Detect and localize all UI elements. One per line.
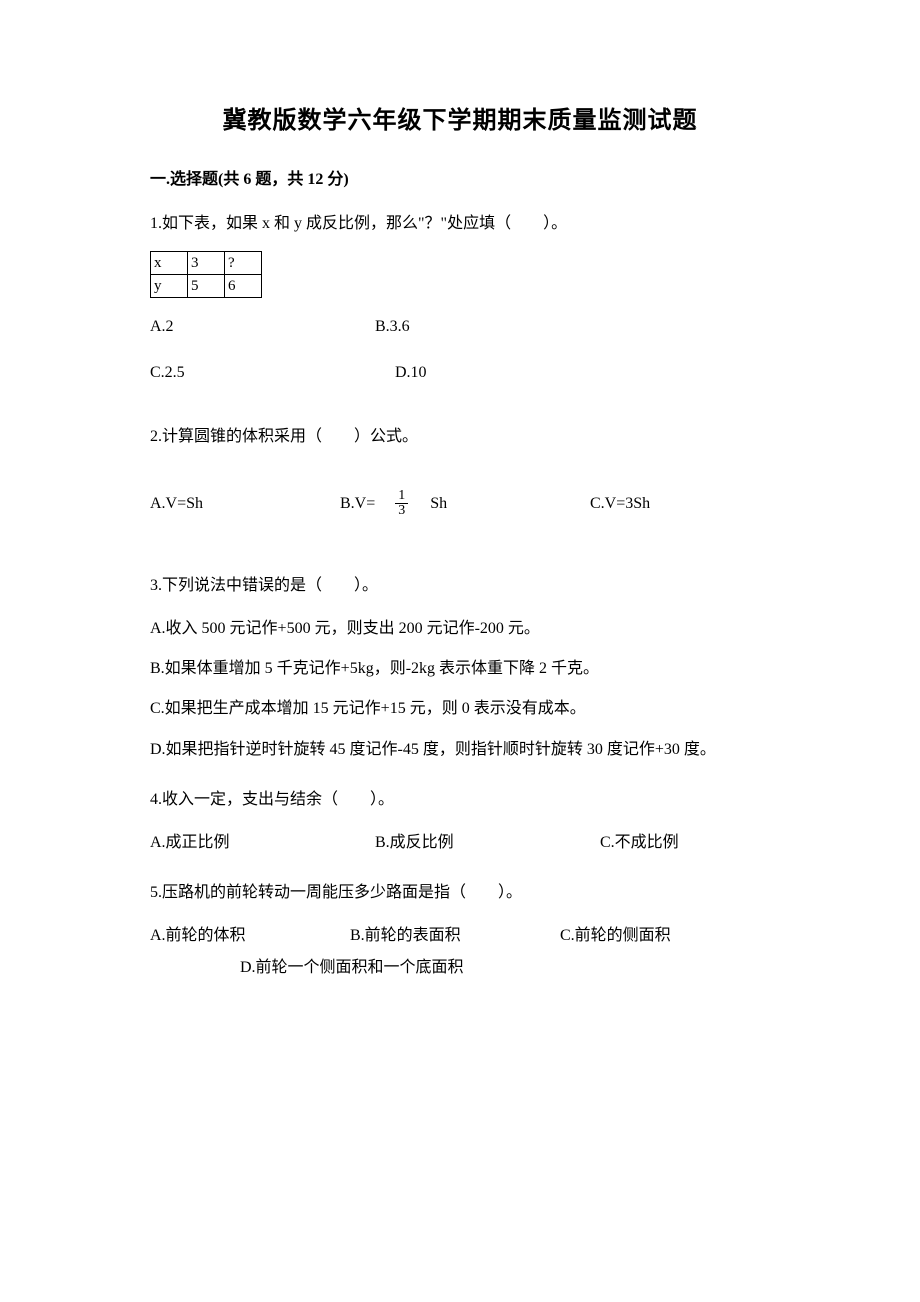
q1-stem: 1.如下表，如果 x 和 y 成反比例，那么"？"处应填（ ）。 — [150, 209, 770, 239]
q2-option-a: A.V=Sh — [150, 495, 340, 513]
cell-y-label: y — [151, 275, 188, 298]
q3-option-d: D.如果把指针逆时针旋转 45 度记作-45 度，则指针顺时针旋转 30 度记作… — [150, 735, 770, 765]
q1-option-c: C.2.5 — [150, 364, 395, 382]
q5-options: A.前轮的体积 B.前轮的表面积 C.前轮的侧面积 D.前轮一个侧面积和一个底面… — [150, 920, 770, 984]
q1-options-row2: C.2.5 D.10 — [150, 364, 770, 382]
q2-b-suffix: Sh — [414, 495, 447, 512]
q2-options: A.V=Sh B.V= 1 3 Sh C.V=3Sh — [150, 489, 770, 519]
q2-b-prefix: B.V= — [340, 495, 375, 512]
q3-stem: 3.下列说法中错误的是（ ）。 — [150, 571, 770, 601]
q5-option-a: A.前轮的体积 — [150, 920, 350, 952]
q1-option-a: A.2 — [150, 318, 375, 336]
question-1: 1.如下表，如果 x 和 y 成反比例，那么"？"处应填（ ）。 — [150, 209, 770, 239]
q5-stem: 5.压路机的前轮转动一周能压多少路面是指（ ）。 — [150, 878, 770, 908]
q1-option-d: D.10 — [395, 364, 427, 382]
cell-x-label: x — [151, 252, 188, 275]
cell-y-1: 5 — [188, 275, 225, 298]
q2-stem: 2.计算圆锥的体积采用（ ）公式。 — [150, 422, 770, 452]
q5-option-d: D.前轮一个侧面积和一个底面积 — [150, 952, 770, 984]
question-5: 5.压路机的前轮转动一周能压多少路面是指（ ）。 A.前轮的体积 B.前轮的表面… — [150, 878, 770, 984]
q5-option-c: C.前轮的侧面积 — [560, 920, 671, 952]
q5-option-b: B.前轮的表面积 — [350, 920, 560, 952]
q3-option-a: A.收入 500 元记作+500 元，则支出 200 元记作-200 元。 — [150, 614, 770, 644]
exam-page: 冀教版数学六年级下学期期末质量监测试题 一.选择题(共 6 题，共 12 分) … — [0, 0, 920, 1302]
table-row: y 5 6 — [151, 275, 262, 298]
question-3: 3.下列说法中错误的是（ ）。 A.收入 500 元记作+500 元，则支出 2… — [150, 571, 770, 765]
question-4: 4.收入一定，支出与结余（ ）。 A.成正比例 B.成反比例 C.不成比例 — [150, 785, 770, 858]
page-title: 冀教版数学六年级下学期期末质量监测试题 — [150, 100, 770, 135]
q4-option-a: A.成正比例 — [150, 828, 375, 858]
q3-option-b: B.如果体重增加 5 千克记作+5kg，则-2kg 表示体重下降 2 千克。 — [150, 654, 770, 684]
q1-table: x 3 ? y 5 6 — [150, 251, 262, 298]
cell-x-1: 3 — [188, 252, 225, 275]
question-2: 2.计算圆锥的体积采用（ ）公式。 — [150, 422, 770, 452]
q2-option-b: B.V= 1 3 Sh — [340, 489, 590, 519]
q2-frac-den: 3 — [395, 504, 408, 519]
q4-options: A.成正比例 B.成反比例 C.不成比例 — [150, 828, 770, 858]
q2-frac-num: 1 — [395, 489, 408, 505]
q4-option-c: C.不成比例 — [600, 828, 679, 858]
table-row: x 3 ? — [151, 252, 262, 275]
section-1-header: 一.选择题(共 6 题，共 12 分) — [150, 165, 770, 189]
q1-options-row1: A.2 B.3.6 — [150, 318, 770, 336]
q3-option-c: C.如果把生产成本增加 15 元记作+15 元，则 0 表示没有成本。 — [150, 694, 770, 724]
q4-option-b: B.成反比例 — [375, 828, 600, 858]
cell-x-2: ? — [225, 252, 262, 275]
q2-option-c: C.V=3Sh — [590, 495, 650, 513]
cell-y-2: 6 — [225, 275, 262, 298]
q4-stem: 4.收入一定，支出与结余（ ）。 — [150, 785, 770, 815]
q1-option-b: B.3.6 — [375, 318, 410, 336]
q2-fraction: 1 3 — [395, 489, 408, 519]
